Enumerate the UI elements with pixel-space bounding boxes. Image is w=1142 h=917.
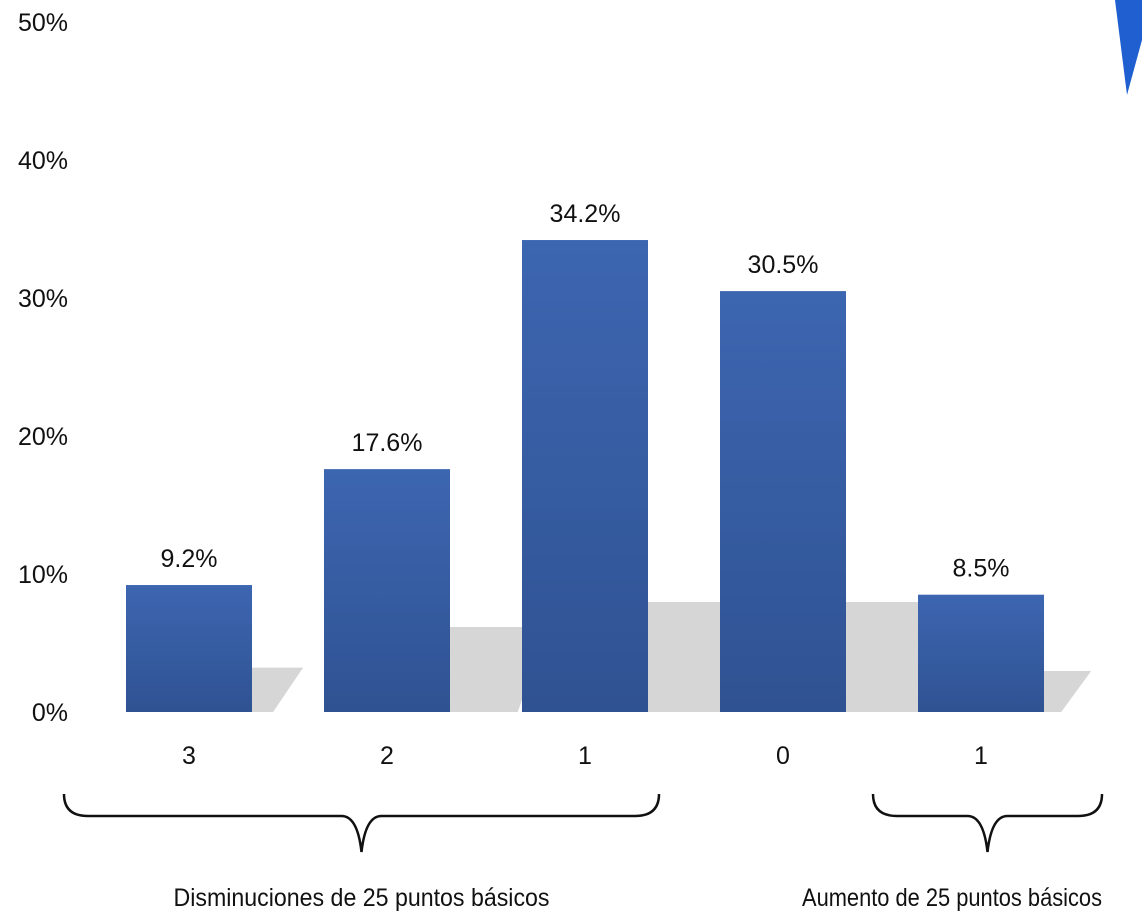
data-label: 17.6% bbox=[352, 429, 423, 457]
bar-shadow bbox=[1044, 670, 1092, 712]
bar bbox=[918, 594, 1044, 712]
bars bbox=[126, 240, 1044, 713]
y-axis-ticks: 0% 10% 20% 30% 40% 50% bbox=[18, 9, 68, 727]
corner-accent-shape bbox=[1115, 0, 1142, 95]
x-tick-label: 3 bbox=[182, 742, 196, 770]
bar bbox=[720, 291, 846, 712]
x-tick-label: 2 bbox=[380, 742, 394, 770]
group-brace bbox=[62, 793, 661, 853]
group-label: Aumento de 25 puntos básicos bbox=[802, 884, 1102, 912]
group-label: Disminuciones de 25 puntos básicos bbox=[174, 884, 550, 912]
x-axis-ticks: 3 2 1 0 1 bbox=[182, 742, 988, 770]
group-brace bbox=[871, 793, 1104, 853]
bar bbox=[324, 469, 450, 712]
data-label: 34.2% bbox=[550, 200, 621, 228]
x-tick-label: 0 bbox=[776, 742, 790, 770]
bar bbox=[522, 240, 648, 713]
bar bbox=[126, 585, 252, 712]
y-tick-label: 10% bbox=[18, 561, 68, 589]
data-labels: 9.2% 17.6% 34.2% 30.5% 8.5% bbox=[161, 200, 1010, 583]
data-label: 30.5% bbox=[748, 251, 819, 279]
bar-shadow bbox=[252, 667, 304, 712]
y-tick-label: 0% bbox=[32, 699, 68, 727]
data-label: 8.5% bbox=[953, 555, 1010, 583]
y-tick-label: 30% bbox=[18, 285, 68, 313]
y-tick-label: 40% bbox=[18, 147, 68, 175]
x-tick-label: 1 bbox=[578, 742, 592, 770]
y-tick-label: 20% bbox=[18, 423, 68, 451]
data-label: 9.2% bbox=[161, 545, 218, 573]
category-groups: Disminuciones de 25 puntos básicos Aument… bbox=[62, 793, 1104, 912]
y-tick-label: 50% bbox=[18, 9, 68, 37]
x-tick-label: 1 bbox=[974, 742, 988, 770]
